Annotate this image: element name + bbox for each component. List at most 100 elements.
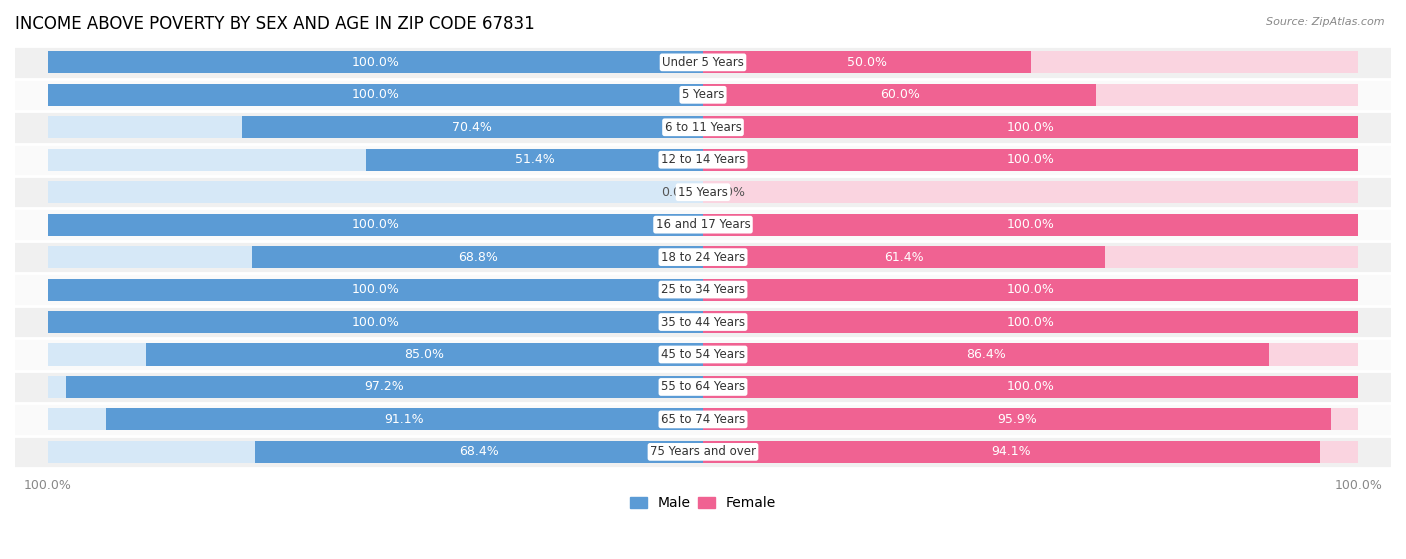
Bar	[48, 311, 703, 333]
Bar	[0, 144, 1406, 176]
Bar	[703, 376, 1358, 398]
Text: 0.0%: 0.0%	[713, 186, 745, 198]
Bar	[703, 343, 1270, 366]
Bar	[48, 149, 703, 171]
Bar	[366, 149, 703, 171]
Bar	[703, 214, 1358, 236]
Text: 16 and 17 Years: 16 and 17 Years	[655, 218, 751, 231]
Bar	[48, 441, 703, 463]
Bar	[703, 343, 1358, 366]
Bar	[48, 311, 703, 333]
Text: 70.4%: 70.4%	[453, 121, 492, 134]
Bar	[48, 409, 703, 430]
Bar	[105, 409, 703, 430]
Bar	[703, 149, 1358, 171]
Text: 50.0%: 50.0%	[846, 56, 887, 69]
Bar	[48, 84, 703, 106]
Bar	[242, 116, 703, 138]
Bar	[0, 79, 1406, 111]
Bar	[48, 214, 703, 236]
Legend: Male, Female: Male, Female	[624, 491, 782, 516]
Bar	[254, 441, 703, 463]
Bar	[48, 116, 703, 138]
Bar	[703, 246, 1105, 268]
Text: 51.4%: 51.4%	[515, 153, 554, 166]
Bar	[703, 181, 1358, 203]
Bar	[0, 111, 1406, 144]
Bar	[703, 84, 1358, 106]
Bar	[0, 176, 1406, 209]
Text: 100.0%: 100.0%	[352, 315, 399, 329]
Bar	[703, 441, 1320, 463]
Bar	[146, 343, 703, 366]
Bar	[48, 278, 703, 301]
Text: 91.1%: 91.1%	[385, 413, 425, 426]
Bar	[703, 376, 1358, 398]
Text: Source: ZipAtlas.com: Source: ZipAtlas.com	[1267, 17, 1385, 27]
Bar	[703, 246, 1358, 268]
Bar	[66, 376, 703, 398]
Bar	[703, 84, 1097, 106]
Text: 68.4%: 68.4%	[458, 446, 499, 458]
Bar	[703, 409, 1331, 430]
Bar	[48, 376, 703, 398]
Bar	[703, 441, 1358, 463]
Text: 100.0%: 100.0%	[1007, 153, 1054, 166]
Bar	[0, 306, 1406, 338]
Bar	[48, 246, 703, 268]
Text: 60.0%: 60.0%	[880, 88, 920, 101]
Text: 68.8%: 68.8%	[458, 250, 498, 264]
Bar	[48, 214, 703, 236]
Bar	[0, 403, 1406, 435]
Bar	[703, 278, 1358, 301]
Text: 100.0%: 100.0%	[1007, 283, 1054, 296]
Text: 85.0%: 85.0%	[405, 348, 444, 361]
Bar	[703, 214, 1358, 236]
Bar	[0, 241, 1406, 273]
Text: 94.1%: 94.1%	[991, 446, 1031, 458]
Bar	[703, 51, 1358, 73]
Text: 100.0%: 100.0%	[352, 88, 399, 101]
Text: 12 to 14 Years: 12 to 14 Years	[661, 153, 745, 166]
Text: 0.0%: 0.0%	[661, 186, 693, 198]
Text: 45 to 54 Years: 45 to 54 Years	[661, 348, 745, 361]
Text: 100.0%: 100.0%	[1007, 218, 1054, 231]
Bar	[252, 246, 703, 268]
Text: 61.4%: 61.4%	[884, 250, 924, 264]
Bar	[703, 51, 1031, 73]
Bar	[48, 51, 703, 73]
Text: 6 to 11 Years: 6 to 11 Years	[665, 121, 741, 134]
Bar	[703, 149, 1358, 171]
Bar	[703, 278, 1358, 301]
Text: 75 Years and over: 75 Years and over	[650, 446, 756, 458]
Text: 5 Years: 5 Years	[682, 88, 724, 101]
Text: Under 5 Years: Under 5 Years	[662, 56, 744, 69]
Text: 25 to 34 Years: 25 to 34 Years	[661, 283, 745, 296]
Bar	[48, 181, 703, 203]
Bar	[48, 51, 703, 73]
Bar	[0, 371, 1406, 403]
Text: 18 to 24 Years: 18 to 24 Years	[661, 250, 745, 264]
Text: 95.9%: 95.9%	[997, 413, 1038, 426]
Bar	[0, 209, 1406, 241]
Text: 15 Years: 15 Years	[678, 186, 728, 198]
Bar	[703, 116, 1358, 138]
Bar	[48, 278, 703, 301]
Bar	[703, 311, 1358, 333]
Bar	[0, 338, 1406, 371]
Bar	[703, 311, 1358, 333]
Text: 55 to 64 Years: 55 to 64 Years	[661, 381, 745, 394]
Bar	[703, 409, 1358, 430]
Bar	[0, 46, 1406, 79]
Bar	[48, 84, 703, 106]
Text: 100.0%: 100.0%	[352, 283, 399, 296]
Text: 100.0%: 100.0%	[1007, 121, 1054, 134]
Text: 100.0%: 100.0%	[352, 56, 399, 69]
Text: 65 to 74 Years: 65 to 74 Years	[661, 413, 745, 426]
Bar	[0, 435, 1406, 468]
Text: 97.2%: 97.2%	[364, 381, 405, 394]
Text: 100.0%: 100.0%	[352, 218, 399, 231]
Text: 100.0%: 100.0%	[1007, 381, 1054, 394]
Text: 86.4%: 86.4%	[966, 348, 1005, 361]
Text: 100.0%: 100.0%	[1007, 315, 1054, 329]
